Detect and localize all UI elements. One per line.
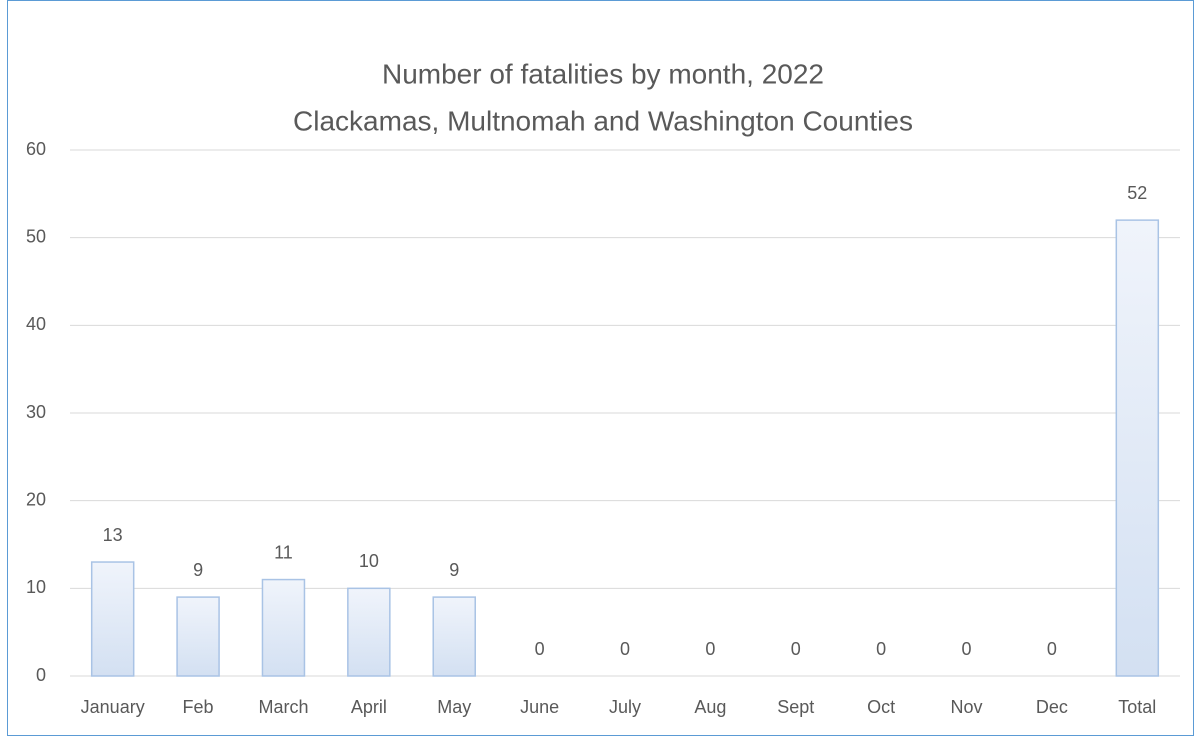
data-label: 0 — [535, 639, 545, 659]
x-tick-label: Oct — [867, 697, 895, 717]
bar — [176, 596, 220, 677]
x-tick-label: Feb — [183, 697, 214, 717]
data-label: 10 — [359, 551, 379, 571]
bar — [432, 596, 476, 677]
data-label: 52 — [1127, 183, 1147, 203]
x-tick-label: April — [351, 697, 387, 717]
x-tick-label: January — [81, 697, 145, 717]
y-tick-label: 30 — [26, 402, 46, 422]
data-label: 0 — [876, 639, 886, 659]
x-tick-label: Aug — [694, 697, 726, 717]
data-label: 0 — [791, 639, 801, 659]
data-label: 11 — [274, 542, 293, 562]
x-tick-label: June — [520, 697, 559, 717]
x-tick-label: Sept — [777, 697, 814, 717]
data-label: 0 — [705, 639, 715, 659]
x-tick-label: July — [609, 697, 641, 717]
y-tick-label: 60 — [26, 139, 46, 159]
chart-subtitle: Clackamas, Multnomah and Washington Coun… — [293, 105, 913, 136]
data-label: 0 — [620, 639, 630, 659]
bar — [1115, 219, 1160, 677]
y-tick-label: 20 — [26, 489, 46, 509]
y-tick-label: 10 — [26, 577, 46, 597]
data-label: 9 — [193, 560, 203, 580]
data-label: 0 — [962, 639, 972, 659]
x-tick-label: May — [437, 697, 471, 717]
y-tick-label: 50 — [26, 226, 46, 246]
data-label: 9 — [449, 560, 459, 580]
x-tick-label: Nov — [951, 697, 983, 717]
data-label: 0 — [1047, 639, 1057, 659]
y-tick-label: 40 — [26, 314, 46, 334]
bar — [347, 587, 391, 677]
y-tick-label: 0 — [36, 665, 46, 685]
data-label: 13 — [103, 525, 123, 545]
bar — [261, 578, 306, 677]
x-tick-label: March — [258, 697, 308, 717]
x-tick-label: Total — [1118, 697, 1156, 717]
x-tick-label: Dec — [1036, 697, 1068, 717]
bar — [90, 561, 135, 677]
chart-title: Number of fatalities by month, 2022 — [382, 58, 824, 89]
